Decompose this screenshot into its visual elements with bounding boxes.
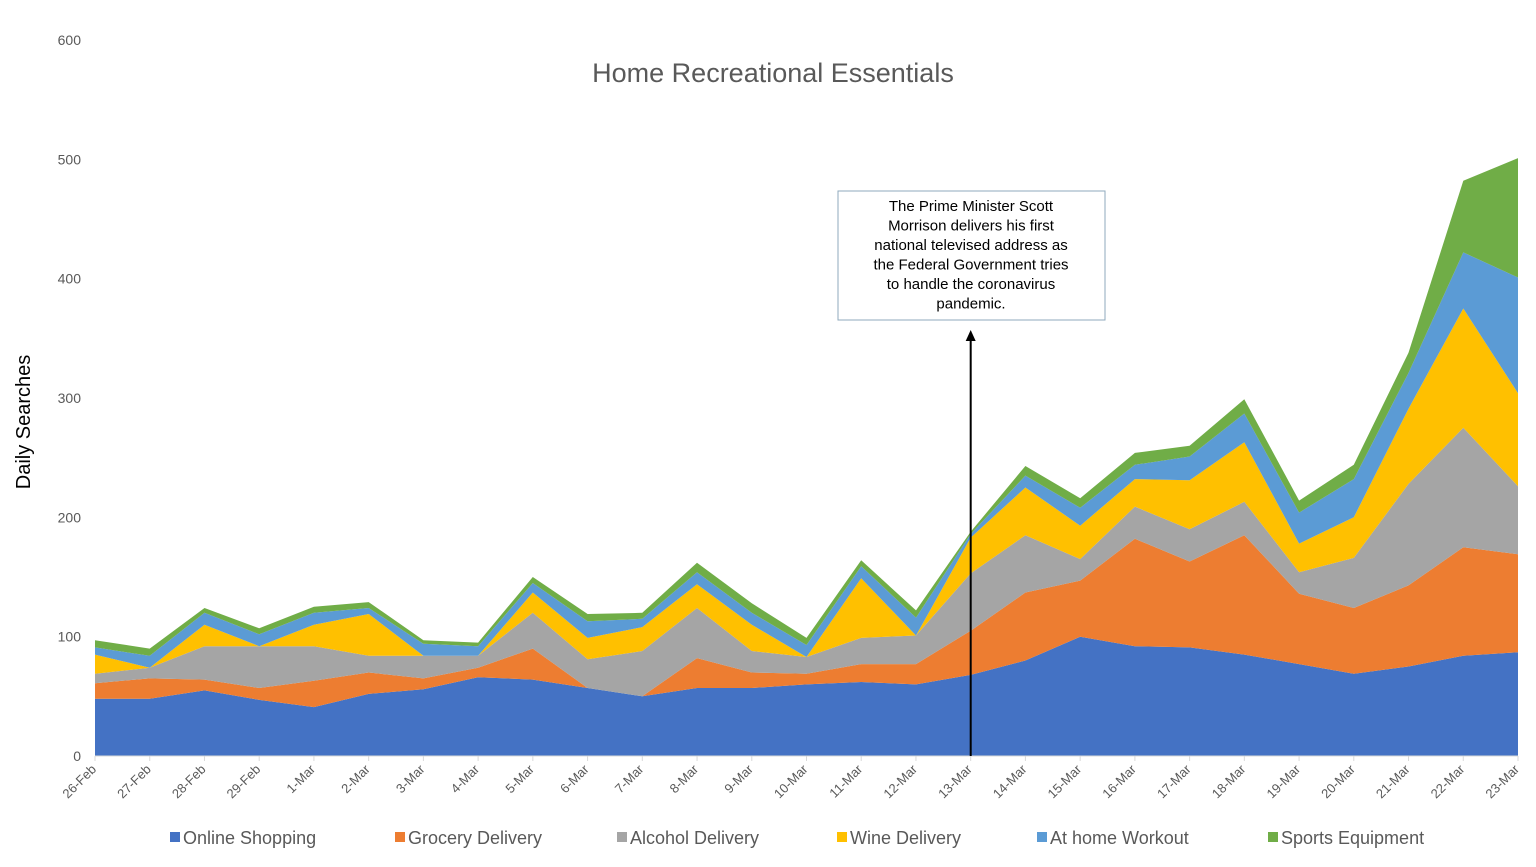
x-tick-label: 18-Mar bbox=[1209, 761, 1249, 801]
y-axis-label: Daily Searches bbox=[13, 355, 35, 490]
legend-label: Online Shopping bbox=[183, 828, 316, 848]
y-tick-label: 400 bbox=[58, 271, 82, 287]
area-series-group bbox=[95, 158, 1518, 756]
x-tick-label: 12-Mar bbox=[880, 761, 920, 801]
x-tick-label: 29-Feb bbox=[224, 762, 264, 802]
y-axis-ticks: 0 100 200 300 400 500 600 bbox=[58, 32, 82, 764]
x-tick-label: 22-Mar bbox=[1428, 761, 1468, 801]
x-tick-label: 11-Mar bbox=[826, 761, 866, 801]
area-series-4 bbox=[95, 252, 1518, 668]
y-tick-label: 600 bbox=[58, 32, 82, 48]
area-series-0 bbox=[95, 636, 1518, 756]
x-tick-label: 2-Mar bbox=[338, 761, 373, 796]
x-tick-label: 28-Feb bbox=[169, 762, 209, 802]
y-tick-label: 200 bbox=[58, 509, 82, 525]
legend-swatch bbox=[837, 832, 847, 842]
annotation-text: The Prime Minister Scott Morrison deliver… bbox=[873, 198, 1068, 313]
x-tick-label: 17-Mar bbox=[1154, 761, 1194, 801]
y-tick-label: 500 bbox=[58, 151, 82, 167]
chart-title: Home Recreational Essentials bbox=[592, 58, 954, 88]
x-tick-label: 26-Feb bbox=[59, 762, 99, 802]
x-tick-label: 9-Mar bbox=[721, 761, 756, 796]
legend-swatch bbox=[395, 832, 405, 842]
legend-swatch bbox=[617, 832, 627, 842]
x-tick-label: 1-Mar bbox=[283, 761, 318, 796]
annotation-box bbox=[837, 190, 1106, 321]
x-tick-label: 15-Mar bbox=[1045, 761, 1085, 801]
y-tick-label: 100 bbox=[58, 629, 82, 645]
x-tick-label: 3-Mar bbox=[393, 761, 428, 796]
legend: Online Shopping Grocery Delivery Alcohol D… bbox=[170, 828, 1424, 848]
x-tick-label: 21-Mar bbox=[1373, 761, 1413, 801]
x-tick-label: 6-Mar bbox=[557, 761, 592, 796]
x-tick-label: 8-Mar bbox=[667, 761, 702, 796]
y-tick-label: 0 bbox=[73, 748, 81, 764]
area-series-2 bbox=[95, 427, 1518, 697]
legend-swatch bbox=[170, 832, 180, 842]
legend-label: Sports Equipment bbox=[1281, 828, 1424, 848]
area-series-1 bbox=[95, 535, 1518, 708]
x-tick-label: 14-Mar bbox=[990, 761, 1030, 801]
legend-label: Wine Delivery bbox=[850, 828, 961, 848]
x-tick-label: 13-Mar bbox=[935, 761, 975, 801]
legend-label: Alcohol Delivery bbox=[630, 828, 759, 848]
x-tick-label: 10-Mar bbox=[771, 761, 811, 801]
legend-swatch bbox=[1268, 832, 1278, 842]
legend-swatch bbox=[1037, 832, 1047, 842]
area-series-3 bbox=[95, 308, 1518, 674]
annotation-arrow-head bbox=[965, 330, 976, 341]
x-tick-label: 27-Feb bbox=[114, 762, 154, 802]
legend-label: Grocery Delivery bbox=[408, 828, 542, 848]
y-tick-label: 300 bbox=[58, 390, 82, 406]
x-tick-label: 23-Mar bbox=[1482, 761, 1522, 801]
x-tick-label: 19-Mar bbox=[1263, 761, 1303, 801]
x-axis-ticks: 26-Feb 27-Feb 28-Feb 29-Feb 1-Mar 2-Mar 3-Mar 4… bbox=[59, 756, 1523, 802]
legend-label: At home Workout bbox=[1050, 828, 1189, 848]
x-tick-label: 7-Mar bbox=[612, 761, 647, 796]
x-tick-label: 16-Mar bbox=[1099, 761, 1139, 801]
annotation: The Prime Minister Scott Morrison deliver… bbox=[837, 190, 1106, 756]
x-tick-label: 20-Mar bbox=[1318, 761, 1358, 801]
x-tick-label: 4-Mar bbox=[448, 761, 483, 796]
x-tick-label: 5-Mar bbox=[502, 761, 537, 796]
